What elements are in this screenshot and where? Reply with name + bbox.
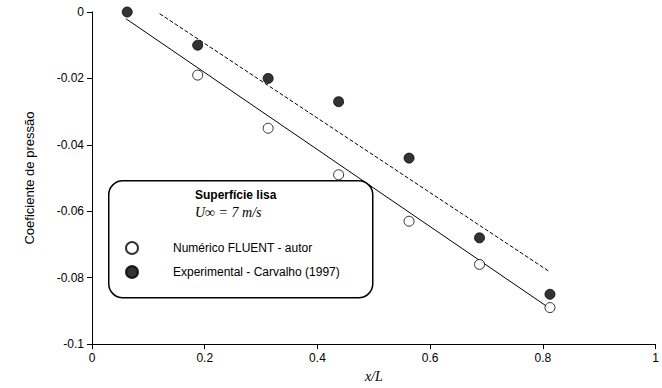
svg-text:U∞ = 7 m/s: U∞ = 7 m/s bbox=[195, 205, 262, 220]
svg-text:-0.04: -0.04 bbox=[57, 138, 85, 152]
svg-text:0.8: 0.8 bbox=[535, 351, 552, 365]
svg-text:-0.08: -0.08 bbox=[57, 271, 85, 285]
svg-text:x/L: x/L bbox=[364, 369, 383, 384]
svg-text:0.2: 0.2 bbox=[196, 351, 213, 365]
svg-text:Coeficiente de pressão: Coeficiente de pressão bbox=[22, 112, 37, 245]
svg-text:-0.06: -0.06 bbox=[57, 204, 85, 218]
svg-text:Superfície lisa: Superfície lisa bbox=[195, 188, 277, 202]
svg-text:0: 0 bbox=[89, 351, 96, 365]
svg-text:1: 1 bbox=[652, 351, 659, 365]
svg-text:-0.02: -0.02 bbox=[57, 71, 85, 85]
svg-text:0.4: 0.4 bbox=[309, 351, 326, 365]
svg-text:Experimental - Carvalho (1997): Experimental - Carvalho (1997) bbox=[173, 265, 340, 279]
svg-text:0: 0 bbox=[77, 5, 84, 19]
svg-text:0.6: 0.6 bbox=[422, 351, 439, 365]
svg-text:Numérico FLUENT - autor: Numérico FLUENT - autor bbox=[173, 241, 312, 255]
svg-text:-0.1: -0.1 bbox=[63, 337, 84, 351]
